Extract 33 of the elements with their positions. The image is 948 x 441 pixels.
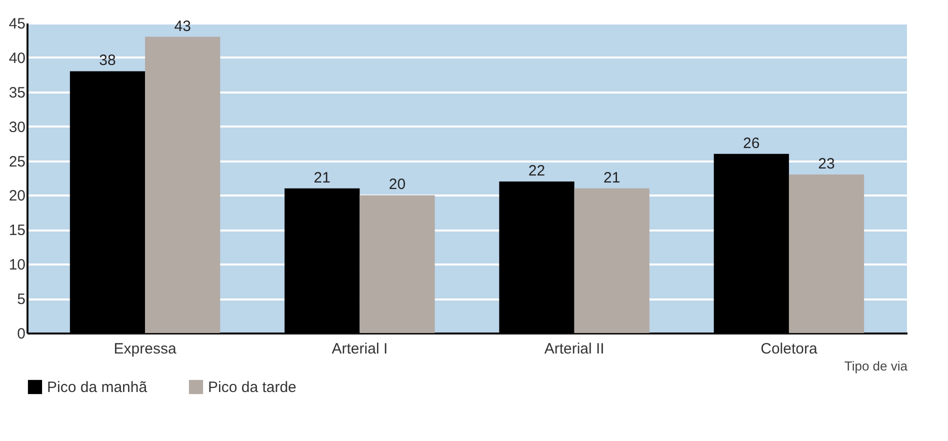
x-tick-label: Coletora: [760, 340, 818, 358]
data-label: 20: [388, 176, 406, 194]
bar: [145, 36, 220, 333]
y-tick-label: 0: [17, 326, 26, 342]
legend-label: Pico da manhã: [47, 379, 148, 396]
y-tick-label: 45: [8, 16, 26, 32]
y-tick-label: 35: [8, 84, 26, 102]
data-label: 43: [174, 18, 191, 35]
y-tick-label: 30: [8, 118, 26, 136]
bar: [714, 154, 789, 333]
y-tick-label: 10: [8, 256, 26, 274]
legend-label: Pico da tarde: [208, 379, 296, 396]
bar: [360, 195, 435, 333]
y-tick-label: 20: [8, 188, 26, 205]
bar: [284, 188, 360, 333]
data-label: 22: [528, 162, 546, 180]
y-tick-label: 5: [17, 291, 26, 308]
data-label: 23: [818, 156, 835, 173]
y-tick-label: 40: [8, 50, 26, 67]
data-label: 26: [743, 134, 760, 152]
x-tick-label: Arterial I: [332, 340, 388, 358]
y-tick-label: 25: [8, 153, 26, 170]
bar: [70, 71, 146, 333]
x-axis-title: Tipo de via: [844, 358, 908, 374]
x-tick-label: Expressa: [114, 340, 177, 358]
y-tick-label: 15: [8, 222, 26, 240]
data-label: 38: [99, 52, 116, 70]
data-label: 21: [604, 169, 620, 186]
bar: [788, 174, 864, 333]
bar: [574, 188, 650, 333]
x-tick-label: Arterial II: [544, 340, 604, 358]
bar: [499, 181, 574, 333]
data-label: 21: [314, 169, 330, 186]
